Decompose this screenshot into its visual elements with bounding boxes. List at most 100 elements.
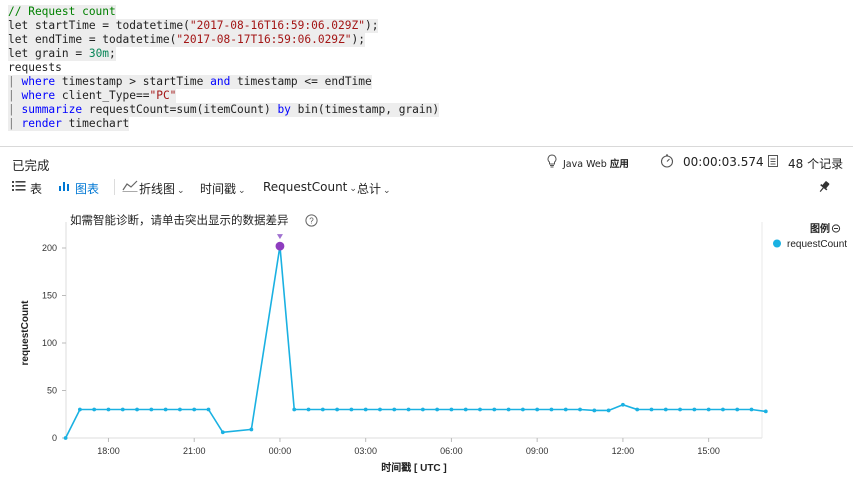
records-icon xyxy=(767,154,779,171)
code-pipe: | xyxy=(8,103,22,116)
data-point xyxy=(549,407,554,412)
table-icon xyxy=(12,180,26,195)
data-point xyxy=(592,408,597,413)
data-point xyxy=(721,407,725,412)
legend-title: 图例 xyxy=(810,222,830,235)
help-icon[interactable]: ? xyxy=(305,212,318,231)
tab-table[interactable]: 表 xyxy=(30,182,43,196)
app-name: Java Web xyxy=(563,159,607,170)
query-duration: 00:00:03.574 xyxy=(683,155,764,169)
chart-type-dropdown[interactable]: 折线图 ⌄ xyxy=(139,180,185,197)
smart-diagnostics-hint: 如需智能诊断，请单击突出显示的数据差异 xyxy=(70,213,289,227)
code-text: let startTime = todatetime( xyxy=(8,19,190,32)
code-text: timestamp > startTime xyxy=(55,75,211,88)
data-point xyxy=(763,409,768,414)
data-point xyxy=(506,407,511,412)
chevron-down-icon: ⌄ xyxy=(238,186,246,196)
toolbar-divider xyxy=(114,179,115,195)
code-keyword: render xyxy=(21,117,62,130)
series-line-requestCount xyxy=(64,245,766,439)
y-axis-dropdown[interactable]: RequestCount ⌄ xyxy=(263,180,357,194)
data-point xyxy=(406,407,411,412)
code-text: requests xyxy=(8,61,62,74)
code-text: timestamp <= endTime xyxy=(230,75,372,88)
svg-text:?: ? xyxy=(309,216,314,225)
code-text: let endTime = todatetime( xyxy=(8,33,177,46)
code-keyword: and xyxy=(210,75,231,88)
data-point xyxy=(306,407,311,412)
y-axis-label: RequestCount xyxy=(263,180,348,194)
data-point xyxy=(449,407,454,412)
data-point xyxy=(249,427,254,432)
x-axis-dropdown[interactable]: 时间戳 ⌄ xyxy=(200,180,246,197)
data-point xyxy=(392,407,397,412)
chart-icon xyxy=(58,180,72,195)
chart-type-label: 折线图 xyxy=(139,182,176,196)
code-text: ; xyxy=(109,47,116,60)
x-tick-label: 09:00 xyxy=(526,446,549,456)
code-keyword: by xyxy=(277,103,291,116)
status-bar: 已完成 Java Web 应用 00:00:03.574 48 个记录 xyxy=(0,148,853,176)
tab-chart[interactable]: 图表 xyxy=(75,182,100,196)
data-point xyxy=(692,407,697,412)
code-line-8: | summarize requestCount=sum(itemCount) … xyxy=(8,103,440,117)
anomaly-point[interactable] xyxy=(275,241,285,251)
chart-panel: 如需智能诊断，请单击突出显示的数据差异 ? 0 50 100 150 200 18:00 2… xyxy=(0,200,853,481)
data-point xyxy=(749,407,754,412)
x-axis-label: 时间戳 xyxy=(200,182,237,196)
data-point xyxy=(606,408,611,413)
data-point xyxy=(163,407,168,412)
data-point xyxy=(463,407,468,412)
anomaly-marker-icon[interactable] xyxy=(276,234,283,240)
code-string: "PC" xyxy=(149,89,177,102)
pin-icon[interactable] xyxy=(818,180,830,197)
x-tick-label: 21:00 xyxy=(183,446,206,456)
data-point xyxy=(178,407,182,412)
data-point xyxy=(320,407,325,412)
data-point xyxy=(378,407,382,412)
data-point xyxy=(435,407,440,412)
code-text: bin(timestamp, grain) xyxy=(290,103,440,116)
code-text: ); xyxy=(351,33,365,46)
query-editor[interactable]: // Request count let startTime = todatet… xyxy=(0,0,853,147)
data-point xyxy=(478,407,482,412)
legend-swatch xyxy=(773,239,781,248)
code-keyword: where xyxy=(21,89,56,102)
data-point xyxy=(206,407,211,412)
data-point xyxy=(663,407,668,412)
data-point xyxy=(120,407,125,412)
data-point xyxy=(92,407,97,412)
code-string: "2017-08-17T16:59:06.029Z" xyxy=(176,33,352,46)
data-point xyxy=(220,430,225,435)
code-text: let grain = xyxy=(8,47,89,60)
code-text: client_Type== xyxy=(55,89,150,102)
aggregation-label: 总计 xyxy=(357,182,382,196)
aggregation-dropdown[interactable]: 总计 ⌄ xyxy=(357,180,391,197)
code-line-2: let startTime = todatetime("2017-08-16T1… xyxy=(8,19,379,33)
data-point xyxy=(621,402,625,407)
data-point xyxy=(535,407,540,412)
results-toolbar: 表 图表 折线图 ⌄ 时间戳 ⌄ RequestCount ⌄ 总计 ⌄ xyxy=(0,176,853,200)
x-tick-label: 06:00 xyxy=(440,446,463,456)
legend-item-requestCount[interactable]: requestCount xyxy=(787,239,847,250)
code-line-4: let grain = 30m; xyxy=(8,47,116,61)
code-keyword: where xyxy=(21,75,56,88)
code-line-7: | where client_Type=="PC" xyxy=(8,89,177,103)
line-chart-icon xyxy=(122,180,138,195)
data-point xyxy=(77,407,82,412)
data-point xyxy=(635,407,640,412)
data-point xyxy=(649,407,654,412)
code-comment: // Request count xyxy=(8,5,116,18)
legend-toggle-icon[interactable] xyxy=(831,224,841,233)
x-tick-label: 12:00 xyxy=(612,446,635,456)
code-text: requestCount=sum(itemCount) xyxy=(82,103,278,116)
code-line-3: let endTime = todatetime("2017-08-17T16:… xyxy=(8,33,365,47)
app-type-label: Java Web 应用 xyxy=(563,156,629,170)
code-text: ); xyxy=(364,19,379,32)
data-point xyxy=(520,407,525,412)
code-string: "2017-08-16T16:59:06.029Z" xyxy=(189,19,365,32)
app-suffix: 应用 xyxy=(609,159,629,170)
code-keyword: summarize xyxy=(21,103,83,116)
data-point xyxy=(363,407,368,412)
data-point xyxy=(335,407,340,412)
